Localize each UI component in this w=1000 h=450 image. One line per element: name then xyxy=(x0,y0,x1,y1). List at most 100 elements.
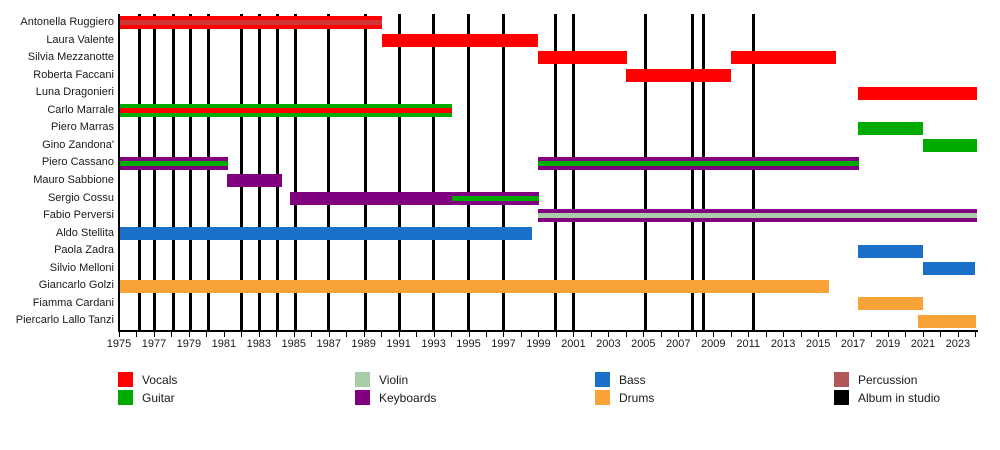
x-axis-tick xyxy=(730,332,732,337)
legend-label-violin: Violin xyxy=(379,373,409,387)
x-axis-tick-label: 1975 xyxy=(106,338,132,350)
album-in-studio-line xyxy=(690,14,694,330)
x-axis-tick xyxy=(223,332,225,337)
x-axis-tick xyxy=(241,332,243,337)
member-bar-segment xyxy=(382,33,539,47)
member-bar-segment xyxy=(625,68,731,82)
member-bar-segment xyxy=(119,226,533,240)
percussion-legend-swatch xyxy=(834,372,849,387)
x-axis-tick xyxy=(188,332,190,337)
x-axis-tick xyxy=(153,332,155,337)
x-axis-tick xyxy=(835,332,837,337)
member-bar-segment xyxy=(227,174,283,188)
album-in-studio-line xyxy=(294,14,298,330)
x-axis-tick xyxy=(468,332,470,337)
x-axis-tick xyxy=(573,332,575,337)
member-name-label: Gino Zandona' xyxy=(42,138,114,151)
x-axis-tick xyxy=(818,332,820,337)
album-in-studio-line xyxy=(206,14,210,330)
x-axis-tick-label: 2005 xyxy=(631,338,656,350)
member-name-label: Giancarlo Golzi xyxy=(38,279,114,292)
x-axis-tick xyxy=(940,332,942,337)
x-axis-tick-label: 2011 xyxy=(736,338,760,350)
x-axis-tick-label: 1999 xyxy=(526,338,551,350)
member-name-label: Paola Zadra xyxy=(54,244,114,257)
member-bar-segment xyxy=(858,121,923,135)
violin-stripe xyxy=(537,213,978,219)
x-axis-tick xyxy=(555,332,557,337)
x-axis-tick xyxy=(119,332,120,337)
member-bar-segment xyxy=(858,297,923,311)
x-axis-tick-label: 1979 xyxy=(176,338,202,350)
x-axis-tick xyxy=(765,332,767,337)
x-axis-tick xyxy=(206,332,208,337)
x-axis-tick xyxy=(625,332,627,337)
x-axis-tick xyxy=(922,332,924,337)
member-bar-segment xyxy=(537,51,627,65)
x-axis-tick xyxy=(975,332,977,337)
x-axis-tick-label: 1983 xyxy=(246,338,272,350)
legend-label-album: Album in studio xyxy=(858,391,941,405)
member-bar-segment xyxy=(119,156,229,170)
album-in-studio-line xyxy=(751,14,755,330)
member-bar-segment xyxy=(119,279,830,293)
x-axis-tick xyxy=(381,332,383,337)
member-bar-segment xyxy=(119,16,383,30)
legend-label-percussion: Percussion xyxy=(858,373,918,387)
album-in-studio-line xyxy=(501,14,505,330)
member-name-label: Roberta Faccani xyxy=(33,68,114,81)
x-axis-tick xyxy=(433,332,435,337)
member-name-label: Fabio Perversi xyxy=(43,209,114,222)
member-bar-segment xyxy=(858,244,923,258)
album-in-studio-line xyxy=(189,14,193,330)
x-axis-tick-label: 1987 xyxy=(316,338,341,350)
member-bar-segment xyxy=(290,191,540,205)
x-axis-tick xyxy=(887,332,889,337)
vocals-legend-swatch xyxy=(118,372,133,387)
member-name-label: Aldo Stellita xyxy=(55,226,114,239)
x-axis-tick-label: 2001 xyxy=(561,338,586,350)
member-bar-segment xyxy=(917,314,977,328)
x-axis-tick xyxy=(643,332,645,337)
x-axis-tick xyxy=(905,332,907,337)
album-in-studio-line xyxy=(467,14,471,330)
x-axis-tick-label: 1977 xyxy=(141,338,167,350)
member-name-label: Piercarlo Lallo Tanzi xyxy=(15,314,114,327)
album-in-studio-line xyxy=(554,14,558,330)
x-axis-tick xyxy=(416,332,418,337)
album-in-studio-line xyxy=(327,14,331,330)
x-axis-tick xyxy=(486,332,488,337)
x-axis-line xyxy=(118,330,978,332)
x-axis-tick-label: 2009 xyxy=(700,338,726,350)
member-name-label: Fiamma Cardani xyxy=(32,296,114,309)
member-name-label: Silvio Melloni xyxy=(49,261,114,274)
member-name-label: Mauro Sabbione xyxy=(33,174,114,186)
x-axis-tick xyxy=(695,332,697,337)
x-axis-tick xyxy=(660,332,662,337)
x-axis-tick xyxy=(870,332,872,337)
legend-label-guitar: Guitar xyxy=(142,391,175,405)
x-axis-tick-label: 2003 xyxy=(596,338,621,350)
x-axis-tick-label: 2017 xyxy=(840,338,866,350)
album-legend-swatch xyxy=(834,390,849,405)
member-name-label: Piero Cassano xyxy=(41,156,114,169)
x-axis-tick xyxy=(853,332,855,337)
member-name-label: Piero Marras xyxy=(51,121,114,134)
album-in-studio-line xyxy=(275,14,279,330)
guitar-legend-swatch xyxy=(118,390,133,405)
legend-label-vocals: Vocals xyxy=(142,373,178,387)
x-axis-tick xyxy=(800,332,802,337)
member-name-label: Silvia Mezzanotte xyxy=(27,51,114,64)
plot-area xyxy=(119,14,978,330)
x-axis-tick xyxy=(538,332,540,337)
x-axis-tick xyxy=(363,332,365,337)
member-bar-segment xyxy=(537,156,860,170)
album-in-studio-line xyxy=(258,14,262,330)
member-name-label: Luna Dragonieri xyxy=(35,86,114,99)
member-name-label: Sergio Cossu xyxy=(47,191,114,204)
vocals-stripe xyxy=(119,108,452,114)
keyboards-legend-swatch xyxy=(355,390,370,405)
member-bar-segment xyxy=(730,51,837,65)
album-in-studio-line xyxy=(643,14,647,330)
